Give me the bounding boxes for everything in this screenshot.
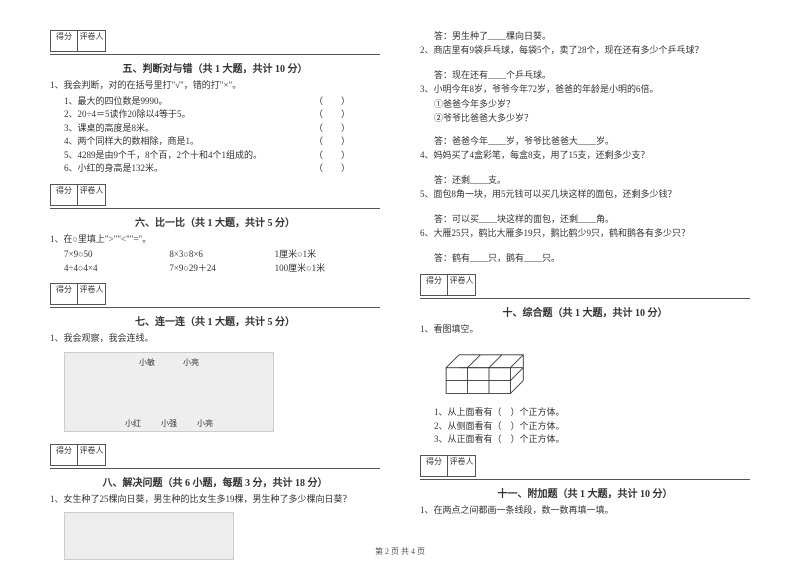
answer-paren: （ ） [314,108,350,122]
sec6-cell: 7×9○50 [64,248,169,262]
sec6-cell: 4÷4○4×4 [64,262,169,276]
score-box-sec8: 得分 评卷人 [50,444,380,466]
sec7-lead: 1、我会观察，我会连线。 [50,332,380,346]
sec5-item-3: 3、课桌的高度是8米。 （ ） [50,122,380,136]
score-cell-score: 得分 [50,283,78,305]
sec8-a2: 答：现在还有____个乒乓球。 [420,69,750,83]
score-cell-grader: 评卷人 [448,274,476,296]
sec10-item-3: 3、从正面看有（ ）个正方体。 [420,433,750,447]
left-column: 得分 评卷人 五、判断对与错（共 1 大题，共计 10 分） 1、我会判断，对的… [50,30,380,564]
sec8-a6: 答：鹤有____只，鹅有____只。 [420,252,750,266]
divider [420,298,750,299]
sec11-lead: 1、在两点之间都画一条线段，数一数再填一填。 [420,504,750,518]
answer-paren: （ ） [314,149,350,163]
sec8-q3b: ②爷爷比爸爸大多少岁？ [420,112,750,126]
sec10-item-1: 1、从上面看有（ ）个正方体。 [420,406,750,420]
sec8-q5: 5、面包8角一块，用5元钱可以买几块这样的面包，还剩多少钱？ [420,188,750,202]
answer-paren: （ ） [314,135,350,149]
sec8-a4: 答：还剩____支。 [420,174,750,188]
sec10-lead: 1、看图填空。 [420,323,750,337]
divider [420,479,750,480]
page-footer: 第 2 页 共 4 页 [0,546,800,557]
sec11-title: 十一、附加题（共 1 大题，共计 10 分） [420,485,750,500]
sec5-item-2: 2、20÷4＝5读作20除以4等于5。 （ ） [50,108,380,122]
divider [50,307,380,308]
sec5-text-5: 5、4289是由9个千，8个百，2个十和4个1组成的。 [64,150,262,160]
sec5-item-1: 1、最大的四位数是9990。 （ ） [50,95,380,109]
score-cell-grader: 评卷人 [78,283,106,305]
sec8-a3: 答：爸爸今年____岁，爷爷比爸爸大____岁。 [420,135,750,149]
sec5-title: 五、判断对与错（共 1 大题，共计 10 分） [50,60,380,75]
sec5-lead: 1、我会判断，对的在括号里打"√"，错的打"×"。 [50,79,380,93]
sec5-text-6: 6、小红的身高是132米。 [64,163,163,173]
figure-label: 小敏 [139,357,155,368]
sec6-cell: 7×9○29＋24 [169,262,274,276]
answer-paren: （ ） [314,122,350,136]
score-box-sec11: 得分 评卷人 [420,455,750,477]
answer-paren: （ ） [314,95,350,109]
page-content: 得分 评卷人 五、判断对与错（共 1 大题，共计 10 分） 1、我会判断，对的… [0,0,800,564]
sec8-a1: 答：男生种了____棵向日葵。 [420,30,750,44]
sec5-item-4: 4、两个同样大的数相除，商是1。 （ ） [50,135,380,149]
sec8-q6: 6、大雁25只，鹤比大雁多19只，鹅比鹤少9只，鹤和鹅各有多少只？ [420,227,750,241]
sec5-text-4: 4、两个同样大的数相除，商是1。 [64,136,199,146]
divider [50,468,380,469]
figure-label: 小亮 [183,357,199,368]
sec7-title: 七、连一连（共 1 大题，共计 5 分） [50,313,380,328]
answer-paren: （ ） [314,162,350,176]
sec10-item-2: 2、从侧面看有（ ）个正方体。 [420,420,750,434]
sec6-row-1: 7×9○50 8×3○8×6 1厘米○1米 [50,248,380,262]
sec6-title: 六、比一比（共 1 大题，共计 5 分） [50,214,380,229]
sec6-cell: 100厘米○1米 [275,262,380,276]
score-box-sec5: 得分 评卷人 [50,30,380,52]
score-cell-score: 得分 [420,455,448,477]
score-cell-score: 得分 [420,274,448,296]
figure-label: 小红 [125,418,141,429]
sec7-figure: 小敏 小亮 小红 小强 小亮 [64,352,274,432]
sec8-a5: 答：可以买____块这样的面包，还剩____角。 [420,213,750,227]
score-box-sec7: 得分 评卷人 [50,283,380,305]
divider [50,54,380,55]
sec5-item-5: 5、4289是由9个千，8个百，2个十和4个1组成的。 （ ） [50,149,380,163]
sec10-cube-figure [434,342,544,402]
figure-bottom-labels: 小红 小强 小亮 [125,418,213,429]
score-cell-grader: 评卷人 [78,184,106,206]
sec5-text-2: 2、20÷4＝5读作20除以4等于5。 [64,109,190,119]
score-cell-score: 得分 [50,184,78,206]
figure-label: 小强 [161,418,177,429]
score-cell-grader: 评卷人 [78,444,106,466]
sec10-title: 十、综合题（共 1 大题，共计 10 分） [420,304,750,319]
sec8-title: 八、解决问题（共 6 小题，每题 3 分，共计 18 分） [50,474,380,489]
sec8-q1: 1、女生种了25棵向日葵，男生种的比女生多19棵，男生种了多少棵向日葵？ [50,493,380,507]
sec8-q3: 3、小明今年8岁，爷爷今年72岁，爸爸的年龄是小明的6倍。 [420,83,750,97]
score-cell-grader: 评卷人 [78,30,106,52]
sec5-text-3: 3、课桌的高度是8米。 [64,123,154,133]
right-column: 答：男生种了____棵向日葵。 2、商店里有9袋乒乓球，每袋5个，卖了28个，现… [420,30,750,564]
sec8-q4: 4、妈妈买了4盒彩笔，每盒8支，用了15支，还剩多少支？ [420,149,750,163]
sec6-cell: 1厘米○1米 [275,248,380,262]
sec8-q3a: ①爸爸今年多少岁？ [420,98,750,112]
cube-icon [434,342,544,402]
sec8-q2: 2、商店里有9袋乒乓球，每袋5个，卖了28个，现在还有多少个乒乓球？ [420,44,750,58]
score-box-sec6: 得分 评卷人 [50,184,380,206]
sec5-item-6: 6、小红的身高是132米。 （ ） [50,162,380,176]
score-cell-score: 得分 [50,444,78,466]
sec5-text-1: 1、最大的四位数是9990。 [64,96,168,106]
score-box-sec10: 得分 评卷人 [420,274,750,296]
figure-label: 小亮 [197,418,213,429]
sec6-lead: 1、在○里填上">""<""="。 [50,233,380,247]
figure-top-labels: 小敏 小亮 [139,357,199,368]
sec6-row-2: 4÷4○4×4 7×9○29＋24 100厘米○1米 [50,262,380,276]
divider [50,208,380,209]
score-cell-grader: 评卷人 [448,455,476,477]
score-cell-score: 得分 [50,30,78,52]
sec6-cell: 8×3○8×6 [169,248,274,262]
